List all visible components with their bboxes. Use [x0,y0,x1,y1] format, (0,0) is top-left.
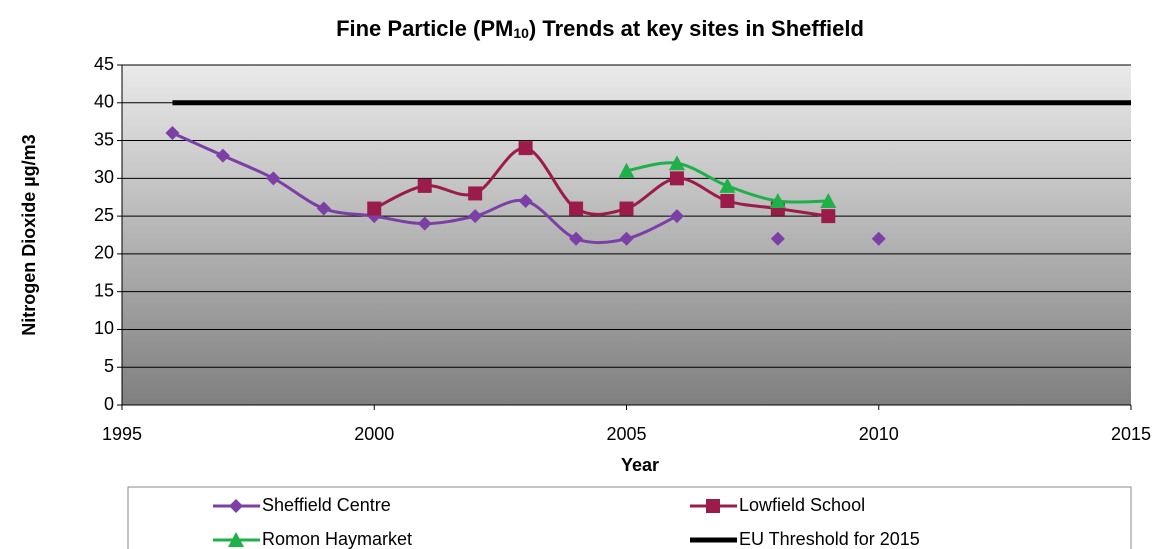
y-tick-label: 5 [104,356,114,376]
marker [215,148,230,163]
marker [518,141,533,156]
y-tick-label: 0 [104,394,114,414]
legend-marker [228,532,244,547]
marker [468,209,483,224]
y-tick-label: 45 [94,54,114,74]
x-axis-label: Year [621,455,659,475]
legend [127,486,1132,549]
marker [821,209,836,224]
y-tick-label: 25 [94,205,114,225]
marker [417,216,432,231]
x-tick-label: 2000 [354,424,394,444]
marker [619,231,634,246]
chart-title: Fine Particle (PM10) Trends at key sites… [336,16,864,41]
y-axis-label: Nitrogen Dioxide µg/m3 [19,134,39,335]
marker [769,193,786,208]
x-tick-label: 2015 [1111,424,1151,444]
marker [770,231,785,246]
marker [266,171,281,186]
legend-marker [706,499,720,513]
marker [668,155,685,171]
marker [719,177,736,193]
marker [569,201,584,216]
y-tick-label: 15 [94,280,114,300]
series-line [373,146,829,218]
marker [569,231,584,246]
marker [367,201,382,216]
y-tick-label: 40 [94,92,114,112]
legend-label: Lowfield School [739,495,865,515]
marker [417,178,432,193]
x-tick-label: 2005 [606,424,646,444]
marker [468,186,483,201]
marker [619,201,634,216]
marker [618,162,635,178]
legend-label: Sheffield Centre [262,495,391,515]
y-tick-label: 30 [94,167,114,187]
x-tick-label: 2010 [859,424,899,444]
marker [669,209,684,224]
marker [316,201,331,216]
legend-marker [229,499,243,513]
y-tick-label: 35 [94,129,114,149]
y-tick-label: 20 [94,243,114,263]
marker [871,231,886,246]
marker [820,193,837,208]
x-tick-label: 1995 [102,424,142,444]
marker [518,194,533,208]
marker [720,194,735,208]
marker [165,126,180,140]
marker [669,171,684,186]
legend-label: EU Threshold for 2015 [739,529,920,549]
y-tick-label: 10 [94,318,114,338]
legend-label: Romon Haymarket [262,529,412,549]
